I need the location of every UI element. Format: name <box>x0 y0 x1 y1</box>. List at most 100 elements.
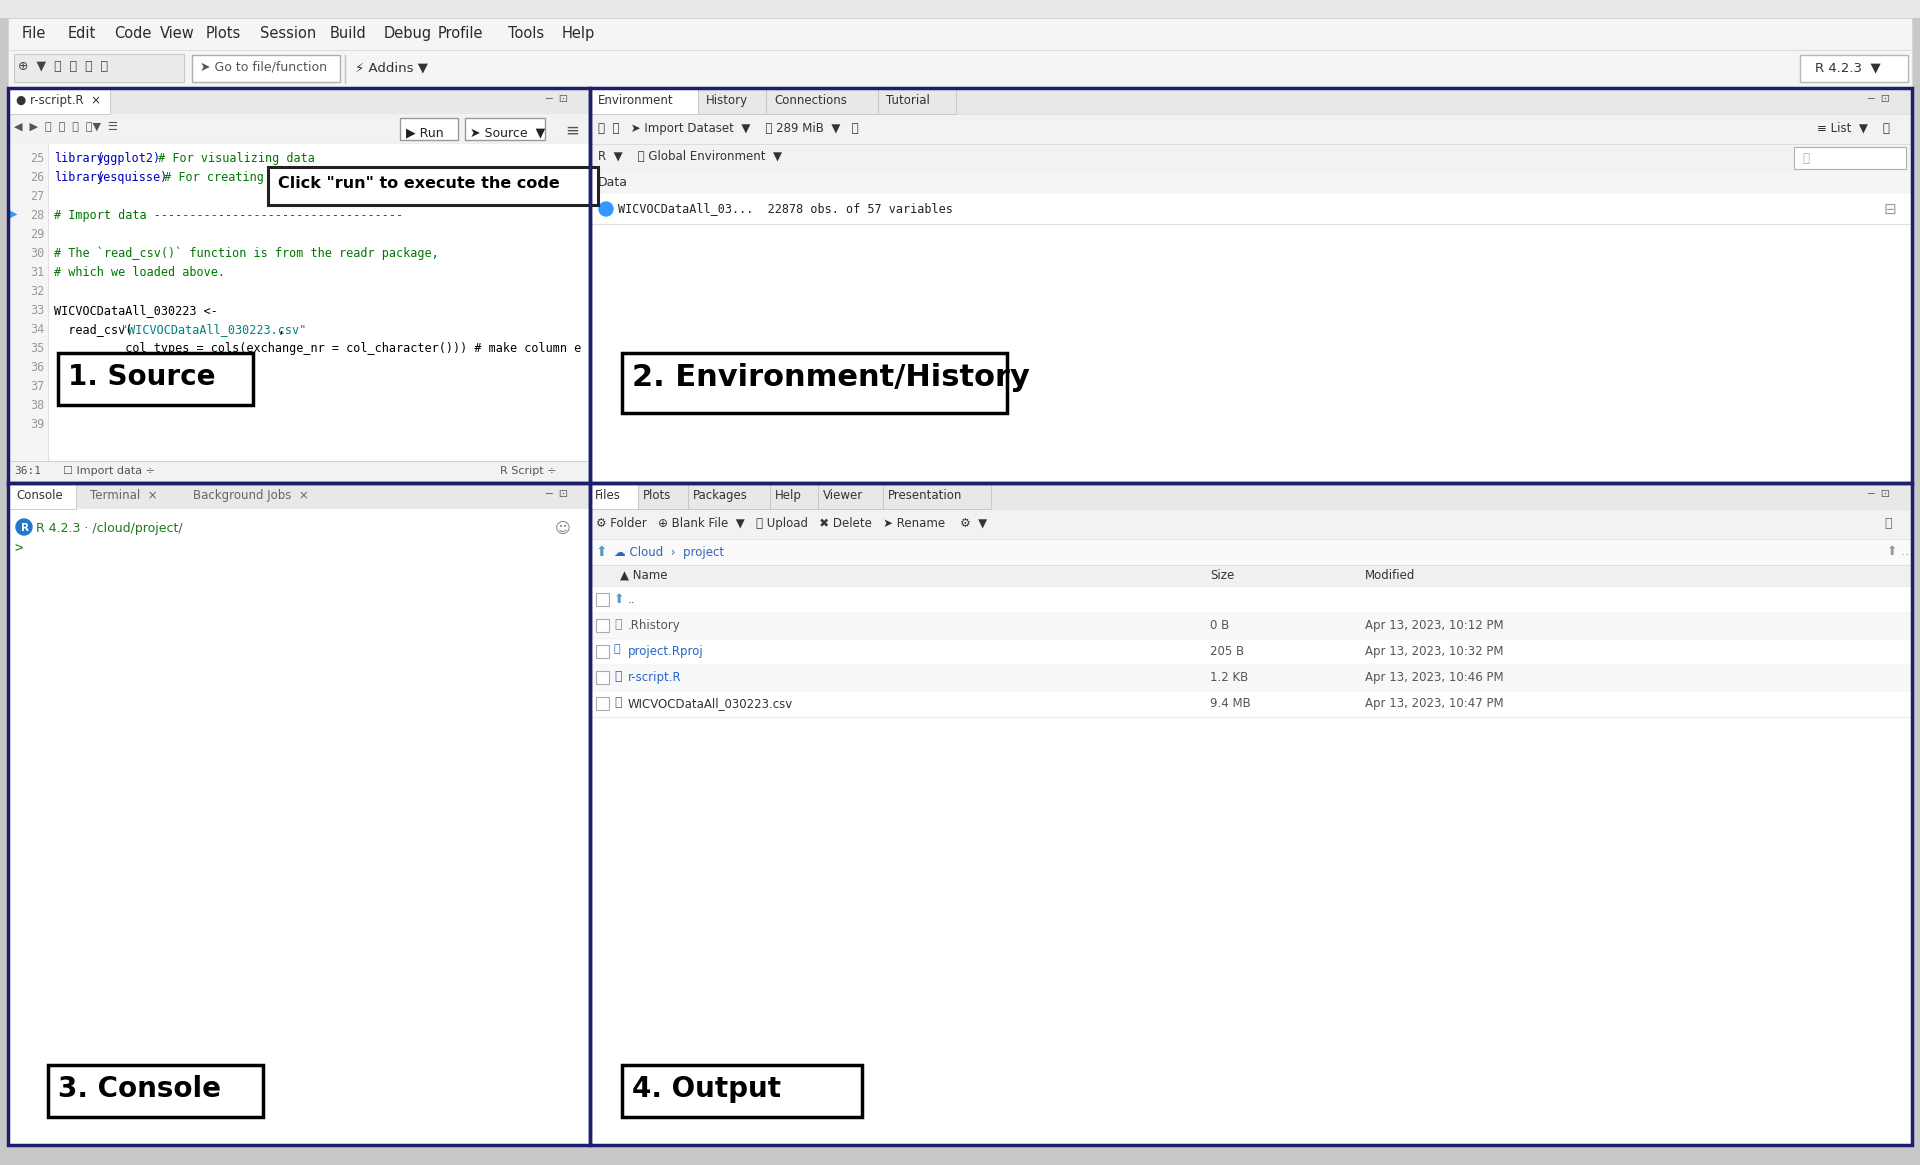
Bar <box>1793 147 1907 169</box>
Text: ⬆: ⬆ <box>1887 545 1897 558</box>
Text: (esquisse): (esquisse) <box>96 171 167 184</box>
Bar <box>8 483 589 509</box>
Bar <box>595 593 609 606</box>
Bar <box>399 118 459 140</box>
Bar <box>589 144 1912 172</box>
Bar <box>192 55 340 82</box>
Bar <box>589 89 1912 114</box>
Circle shape <box>599 202 612 216</box>
Text: …: … <box>1901 545 1912 558</box>
Text: View: View <box>159 26 194 41</box>
Text: ─  ⊡: ─ ⊡ <box>1866 94 1889 104</box>
Text: Apr 13, 2023, 10:47 PM: Apr 13, 2023, 10:47 PM <box>1365 697 1503 709</box>
Bar <box>699 89 766 114</box>
Text: ─  ⊡: ─ ⊡ <box>1866 489 1889 499</box>
Text: ,: , <box>278 323 284 336</box>
Text: Size: Size <box>1210 569 1235 582</box>
Text: ➤ Go to file/function: ➤ Go to file/function <box>200 61 326 75</box>
Text: Code: Code <box>113 26 152 41</box>
Text: # For creating visualizations interactively: # For creating visualizations interactiv… <box>157 171 470 184</box>
Bar <box>13 54 184 82</box>
Text: 2. Environment/History: 2. Environment/History <box>632 363 1029 391</box>
Text: ▶: ▶ <box>10 209 17 219</box>
Text: ● r-script.R  ×: ● r-script.R × <box>15 94 102 107</box>
Text: project.Rproj: project.Rproj <box>628 645 705 658</box>
Text: 🔄: 🔄 <box>1884 517 1891 530</box>
Bar <box>595 697 609 709</box>
Text: Profile: Profile <box>438 26 484 41</box>
Bar <box>269 167 597 205</box>
Text: Help: Help <box>776 489 803 502</box>
Text: r-script.R: r-script.R <box>628 671 682 684</box>
Bar <box>589 483 1912 1145</box>
Bar <box>770 483 818 509</box>
Text: ☐ Import data ÷: ☐ Import data ÷ <box>63 466 156 476</box>
Text: 30: 30 <box>29 247 44 260</box>
Text: 33: 33 <box>29 304 44 317</box>
Text: Environment: Environment <box>597 94 674 107</box>
Text: col_types = cols(exchange_nr = col_character())) # make column e: col_types = cols(exchange_nr = col_chara… <box>54 343 582 355</box>
Bar <box>589 483 637 509</box>
Text: ◀  ▶  ⎘  💾  🔍  ✨▼  ☰: ◀ ▶ ⎘ 💾 🔍 ✨▼ ☰ <box>13 122 117 132</box>
Bar <box>8 89 589 483</box>
Text: Viewer: Viewer <box>824 489 864 502</box>
Bar <box>589 509 1912 539</box>
Text: 9.4 MB: 9.4 MB <box>1210 697 1250 709</box>
Text: Presentation: Presentation <box>887 489 962 502</box>
Bar <box>589 483 1912 509</box>
Text: WICVOCDataAll_03...  22878 obs. of 57 variables: WICVOCDataAll_03... 22878 obs. of 57 var… <box>618 202 952 216</box>
Bar <box>622 1065 862 1117</box>
Text: 📊: 📊 <box>614 696 622 709</box>
Bar <box>589 172 1912 195</box>
Text: Apr 13, 2023, 10:46 PM: Apr 13, 2023, 10:46 PM <box>1365 671 1503 684</box>
Text: 26: 26 <box>29 171 44 184</box>
Text: 32: 32 <box>29 285 44 298</box>
Text: Help: Help <box>563 26 595 41</box>
Text: ⚡ Addins ▼: ⚡ Addins ▼ <box>355 61 428 75</box>
Bar <box>8 509 589 1145</box>
Text: # For visualizing data: # For visualizing data <box>152 151 315 165</box>
Text: Click "run" to execute the code: Click "run" to execute the code <box>278 176 561 191</box>
Text: 38: 38 <box>29 398 44 412</box>
Bar <box>48 1065 263 1117</box>
Text: ▶ Run: ▶ Run <box>405 126 444 139</box>
Text: Debug: Debug <box>384 26 432 41</box>
Text: ⚙ Folder   ⊕ Blank File  ▼   🔒 Upload   ✖ Delete   ➤ Rename    ⚙  ▼: ⚙ Folder ⊕ Blank File ▼ 🔒 Upload ✖ Delet… <box>595 517 987 530</box>
Text: Connections: Connections <box>774 94 847 107</box>
Text: Build: Build <box>330 26 367 41</box>
Text: ⬆: ⬆ <box>595 545 607 559</box>
Bar <box>589 89 1912 483</box>
Bar <box>589 691 1912 716</box>
Bar <box>8 114 589 144</box>
Text: WICVOCDataAll_030223 <-: WICVOCDataAll_030223 <- <box>54 304 217 317</box>
Text: ⬆: ⬆ <box>614 593 624 606</box>
Bar <box>589 114 1912 144</box>
Text: library: library <box>54 171 104 184</box>
Bar <box>8 144 589 461</box>
Text: 36: 36 <box>29 361 44 374</box>
Text: R  ▼    🟩 Global Environment  ▼: R ▼ 🟩 Global Environment ▼ <box>597 150 781 163</box>
Bar <box>8 50 1912 89</box>
Bar <box>595 645 609 658</box>
Bar <box>8 483 589 1145</box>
Bar <box>595 671 609 684</box>
Bar <box>8 483 77 509</box>
Text: 🗁  💾   ➤ Import Dataset  ▼    🟠 289 MiB  ▼   🖊: 🗁 💾 ➤ Import Dataset ▼ 🟠 289 MiB ▼ 🖊 <box>597 122 858 135</box>
Text: ➤ Source  ▼: ➤ Source ▼ <box>470 126 545 139</box>
Bar <box>589 195 1912 224</box>
Text: 📋: 📋 <box>614 670 622 683</box>
Bar <box>687 483 770 509</box>
Text: ☁ Cloud  ›  project: ☁ Cloud › project <box>614 546 724 559</box>
Text: 🔵: 🔵 <box>614 644 620 654</box>
Text: "WICVOCDataAll_030223.csv": "WICVOCDataAll_030223.csv" <box>121 323 305 336</box>
Bar <box>8 461 589 483</box>
Text: Data: Data <box>597 176 628 189</box>
Bar <box>589 539 1912 565</box>
Text: Console: Console <box>15 489 63 502</box>
Text: 0 B: 0 B <box>1210 619 1229 631</box>
Bar <box>589 587 1912 613</box>
Bar <box>589 638 1912 665</box>
Bar <box>8 89 589 483</box>
Bar <box>58 353 253 405</box>
Text: Apr 13, 2023, 10:32 PM: Apr 13, 2023, 10:32 PM <box>1365 645 1503 658</box>
